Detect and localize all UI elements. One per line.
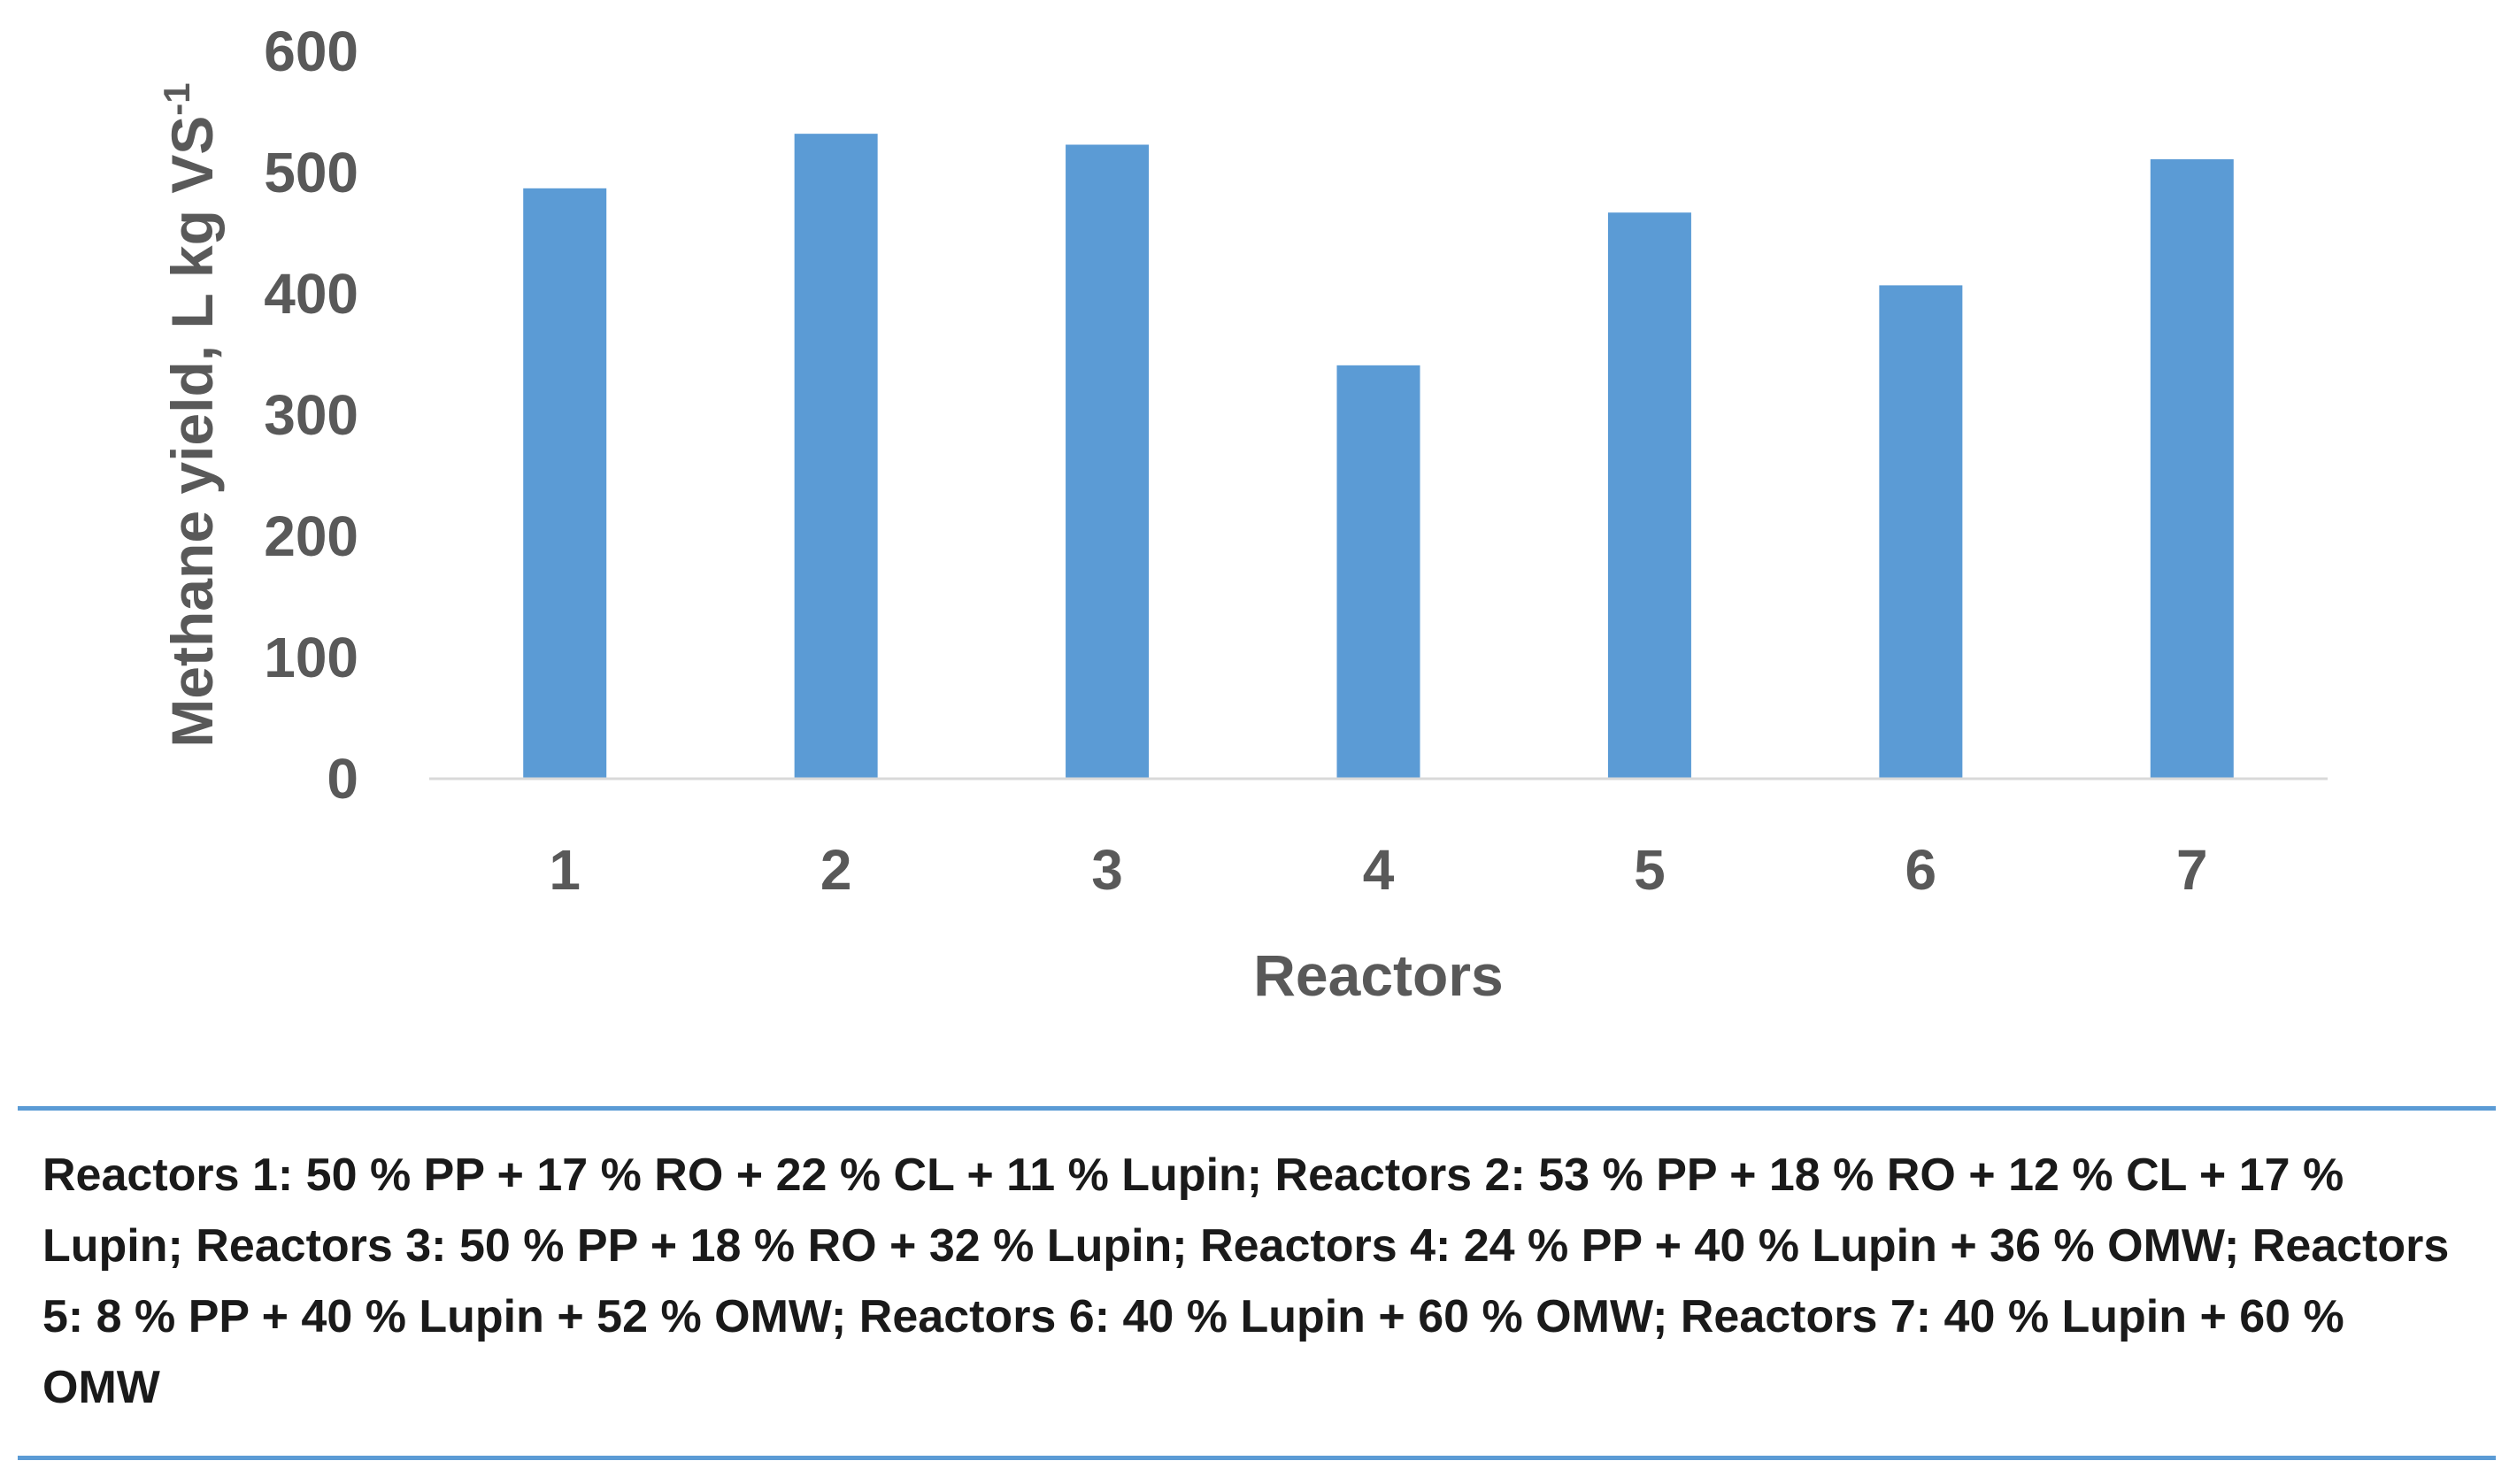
y-tick-label: 300 [264,383,358,447]
bar-reactor-6 [1879,285,1963,779]
bar-reactor-3 [1066,144,1150,780]
x-tick-label: 7 [2176,838,2208,902]
bar-reactor-4 [1336,365,1420,779]
y-tick-label: 400 [264,262,358,326]
x-tick-label: 3 [1091,838,1123,902]
y-tick-label: 600 [264,19,358,83]
y-axis-ticks: 0 100 200 300 400 500 600 [264,19,358,811]
y-axis-title-main: Methane yield, L kg VS [159,116,225,748]
y-tick-label: 100 [264,626,358,689]
reactor-composition-note: Reactors 1: 50 % PP + 17 % RO + 22 % CL … [42,1150,2450,1413]
bar-reactor-7 [2150,158,2234,779]
bar-reactor-2 [794,134,878,779]
bar-reactor-1 [523,188,607,779]
x-tick-label: 2 [820,838,852,902]
y-tick-label: 500 [264,141,358,204]
footnote-box [18,1106,2496,1460]
y-axis-title: Methane yield, L kg VS-1 [156,82,225,747]
x-tick-label: 6 [1905,838,1937,902]
x-axis-ticks: 1 2 3 4 5 6 7 [549,838,2207,902]
x-tick-label: 4 [1363,838,1395,902]
y-tick-label: 200 [264,504,358,568]
x-axis-title: Reactors [1253,942,1503,1008]
bars [523,134,2234,780]
y-tick-label: 0 [327,747,358,811]
x-tick-label: 5 [1634,838,1666,902]
bar-reactor-5 [1607,212,1691,779]
y-axis-title-superscript: -1 [156,82,197,115]
x-tick-label: 1 [549,838,581,902]
